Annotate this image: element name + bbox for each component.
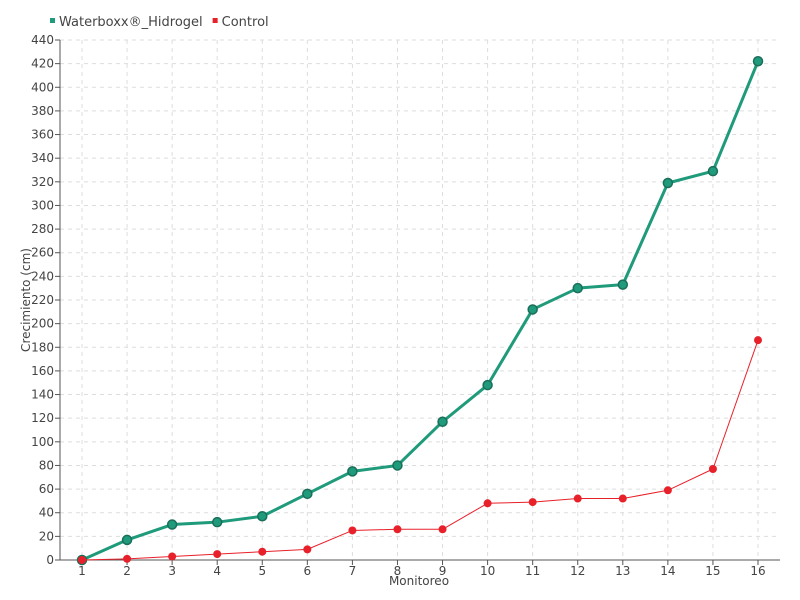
data-point-control (303, 545, 312, 554)
x-tick-label: 2 (123, 564, 131, 578)
data-point-control (348, 526, 357, 535)
x-tick-label: 8 (394, 564, 402, 578)
data-point-waterboxx-hidrogel (617, 279, 629, 290)
x-tick-label: 13 (615, 564, 630, 578)
x-tick-label: 3 (168, 564, 176, 578)
y-tick-label: 60 (39, 482, 54, 496)
data-point-control (393, 525, 402, 534)
data-point-waterboxx-hidrogel (166, 519, 178, 530)
data-point-control (258, 547, 267, 556)
data-point-control (708, 465, 717, 473)
data-point-waterboxx-hidrogel (482, 379, 493, 391)
y-tick-label: 280 (31, 222, 54, 236)
legend-label-control: Control (222, 15, 269, 30)
y-tick-label: 400 (31, 80, 54, 94)
data-point-waterboxx-hidrogel (752, 56, 764, 67)
data-point-waterboxx-hidrogel (121, 534, 133, 546)
data-point-control (438, 525, 447, 534)
y-tick-label: 240 (31, 269, 54, 283)
data-point-control (483, 499, 492, 508)
x-tick-label: 5 (258, 564, 266, 578)
y-tick-label: 220 (31, 293, 54, 307)
data-point-control (663, 486, 672, 495)
data-point-control (123, 554, 132, 563)
data-point-control (573, 494, 582, 503)
x-tick-label: 4 (213, 564, 221, 578)
y-tick-label: 440 (31, 33, 54, 47)
y-tick-label: 40 (39, 506, 54, 520)
y-axis-title: Crecimiento (cm) (19, 248, 33, 352)
y-tick-label: 20 (39, 529, 54, 543)
x-tick-label: 6 (304, 564, 312, 578)
data-point-waterboxx-hidrogel (302, 488, 313, 500)
y-tick-label: 0 (46, 553, 54, 567)
y-tick-label: 300 (31, 198, 54, 212)
data-point-waterboxx-hidrogel (572, 282, 583, 294)
data-point-control (168, 552, 177, 561)
data-point-waterboxx-hidrogel (707, 165, 719, 177)
grid-lines (60, 39, 780, 560)
data-point-waterboxx-hidrogel (347, 466, 358, 477)
y-tick-label: 420 (31, 57, 54, 71)
legend-label-waterboxx-hidrogel: Waterboxx®_Hidrogel (59, 15, 203, 30)
data-point-control (213, 550, 222, 559)
x-tick-label: 14 (660, 564, 675, 578)
x-tick-label: 1 (78, 564, 86, 578)
x-tick-label: 15 (705, 564, 720, 578)
x-tick-label: 11 (525, 564, 540, 578)
data-point-control (754, 336, 762, 345)
legend: Waterboxx®_Hidrogel Control (50, 15, 269, 30)
y-tick-label: 320 (31, 175, 54, 189)
y-tick-label: 80 (39, 458, 54, 472)
data-point-waterboxx-hidrogel (392, 460, 403, 471)
y-tick-label: 340 (31, 151, 54, 165)
y-tick-label: 260 (31, 246, 54, 260)
data-point-waterboxx-hidrogel (662, 177, 674, 189)
y-tick-label: 360 (31, 128, 54, 142)
data-point-control (618, 494, 627, 503)
x-tick-label: 16 (750, 564, 765, 578)
x-tick-label: 7 (349, 564, 357, 578)
x-tick-label: 9 (439, 564, 447, 578)
data-point-waterboxx-hidrogel (527, 304, 538, 315)
series-line-control (81, 340, 759, 561)
data-point-control (528, 498, 537, 507)
x-axis-title: Monitoreo (389, 574, 449, 588)
y-tick-label: 200 (31, 317, 54, 331)
y-tick-label: 160 (31, 364, 54, 378)
y-tick-label: 380 (31, 104, 54, 118)
x-tick-label: 12 (570, 564, 585, 578)
series-lines (76, 56, 764, 566)
y-tick-label: 140 (31, 388, 54, 402)
y-tick-label: 180 (31, 340, 54, 354)
legend-swatch-control (212, 18, 218, 23)
series-line-waterboxx-hidrogel (81, 60, 760, 562)
legend-swatch-waterboxx-hidrogel (50, 18, 55, 23)
data-point-waterboxx-hidrogel (211, 516, 223, 528)
data-point-waterboxx-hidrogel (257, 511, 268, 522)
data-point-waterboxx-hidrogel (437, 416, 448, 427)
data-point-control (78, 556, 86, 564)
axes: 0 20 40 60 80 100 120 140 160 180 200 220 240 260 280 3… (31, 33, 780, 578)
y-tick-label: 100 (31, 435, 54, 449)
x-tick-label: 10 (480, 564, 495, 578)
y-tick-label: 120 (31, 411, 54, 425)
